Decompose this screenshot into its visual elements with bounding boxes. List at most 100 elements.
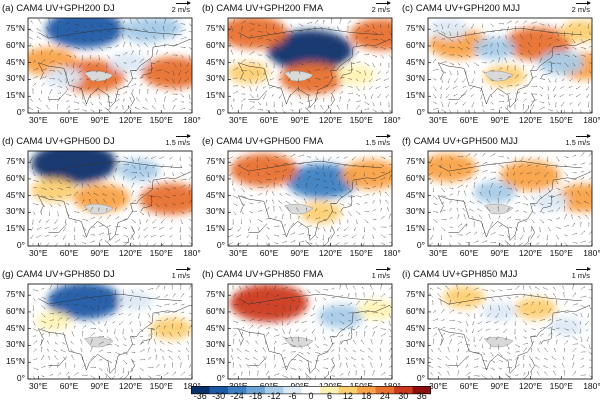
longitude-tick-label: 90°E xyxy=(85,248,115,258)
latitude-tick-label: 45°N xyxy=(201,57,225,67)
longitude-tick-label: 60°E xyxy=(454,115,484,125)
gph-anomaly-blob xyxy=(45,67,83,87)
latitude-tick-label: 15°N xyxy=(201,356,225,366)
map-plot xyxy=(0,135,196,259)
latitude-tick-label: 30°N xyxy=(1,206,25,216)
latitude-tick-label: 30°N xyxy=(401,206,425,216)
longitude-tick-label: 120°E xyxy=(516,381,546,391)
longitude-tick-label: 60°E xyxy=(254,248,284,258)
latitude-tick-label: 0° xyxy=(401,107,425,117)
latitude-tick-label: 30°N xyxy=(401,73,425,83)
longitude-tick-label: 150°E xyxy=(546,115,576,125)
longitude-tick-label: 120°E xyxy=(116,248,146,258)
longitude-tick-label: 150°E xyxy=(146,381,176,391)
latitude-tick-label: 45°N xyxy=(201,190,225,200)
latitude-tick-label: 15°N xyxy=(401,356,425,366)
gph-anomaly-blob xyxy=(230,284,308,322)
latitude-tick-label: 60°N xyxy=(201,40,225,50)
latitude-tick-label: 75°N xyxy=(201,289,225,299)
latitude-tick-label: 15°N xyxy=(1,223,25,233)
latitude-tick-label: 60°N xyxy=(201,306,225,316)
gph-anomaly-blob xyxy=(538,51,584,75)
latitude-tick-label: 45°N xyxy=(401,190,425,200)
map-plot xyxy=(400,268,596,392)
gph-anomaly-blob xyxy=(318,305,364,329)
longitude-tick-label: 150°E xyxy=(546,381,576,391)
gph-anomaly-blob xyxy=(429,19,467,39)
longitude-tick-label: 180° xyxy=(577,381,600,391)
latitude-tick-label: 75°N xyxy=(401,289,425,299)
latitude-tick-label: 15°N xyxy=(1,90,25,100)
latitude-tick-label: 0° xyxy=(1,373,25,383)
map-plot xyxy=(400,135,596,259)
latitude-tick-label: 45°N xyxy=(1,57,25,67)
gph-anomaly-blob xyxy=(534,192,569,211)
longitude-tick-label: 120°E xyxy=(316,115,346,125)
longitude-tick-label: 150°E xyxy=(146,248,176,258)
map-plot xyxy=(200,135,396,259)
latitude-tick-label: 75°N xyxy=(201,23,225,33)
longitude-tick-label: 60°E xyxy=(254,115,284,125)
longitude-tick-label: 90°E xyxy=(285,115,315,125)
gph-anomaly-blob xyxy=(109,53,147,73)
longitude-tick-label: 30°E xyxy=(223,115,253,125)
longitude-tick-label: 30°E xyxy=(23,381,53,391)
latitude-tick-label: 75°N xyxy=(1,156,25,166)
longitude-tick-label: 30°E xyxy=(23,115,53,125)
latitude-tick-label: 60°N xyxy=(1,306,25,316)
latitude-tick-label: 30°N xyxy=(201,73,225,83)
gph-anomaly-blob xyxy=(342,159,402,189)
latitude-tick-label: 75°N xyxy=(1,23,25,33)
map-plot xyxy=(400,2,596,126)
longitude-tick-label: 30°E xyxy=(223,248,253,258)
map-plot xyxy=(200,2,396,126)
gph-anomaly-blob xyxy=(474,37,516,59)
gph-anomaly-blob xyxy=(549,317,584,336)
longitude-tick-label: 30°E xyxy=(423,115,453,125)
map-plot xyxy=(0,2,196,126)
longitude-tick-label: 180° xyxy=(577,115,600,125)
latitude-tick-label: 15°N xyxy=(201,90,225,100)
latitude-tick-label: 45°N xyxy=(1,323,25,333)
gph-anomaly-blob xyxy=(32,143,117,184)
latitude-tick-label: 60°N xyxy=(1,173,25,183)
latitude-tick-label: 60°N xyxy=(401,306,425,316)
gph-anomaly-blob xyxy=(118,159,160,181)
longitude-tick-label: 90°E xyxy=(485,248,515,258)
longitude-tick-label: 120°E xyxy=(116,381,146,391)
latitude-tick-label: 60°N xyxy=(401,40,425,50)
latitude-tick-label: 15°N xyxy=(1,356,25,366)
latitude-tick-label: 45°N xyxy=(201,323,225,333)
longitude-tick-label: 30°E xyxy=(423,248,453,258)
longitude-tick-label: 150°E xyxy=(546,248,576,258)
latitude-tick-label: 60°N xyxy=(401,173,425,183)
latitude-tick-label: 0° xyxy=(201,373,225,383)
longitude-tick-label: 150°E xyxy=(146,115,176,125)
longitude-tick-label: 60°E xyxy=(454,248,484,258)
map-plot xyxy=(0,268,196,392)
latitude-tick-label: 60°N xyxy=(1,40,25,50)
longitude-tick-label: 60°E xyxy=(454,381,484,391)
gph-anomaly-blob xyxy=(482,303,517,322)
longitude-tick-label: 120°E xyxy=(516,115,546,125)
latitude-tick-label: 30°N xyxy=(401,339,425,349)
longitude-tick-label: 90°E xyxy=(85,115,115,125)
latitude-tick-label: 30°N xyxy=(1,339,25,349)
longitude-tick-label: 60°E xyxy=(54,248,84,258)
latitude-tick-label: 45°N xyxy=(401,323,425,333)
longitude-tick-label: 150°E xyxy=(346,115,376,125)
longitude-tick-label: 30°E xyxy=(23,248,53,258)
longitude-tick-label: 120°E xyxy=(316,248,346,258)
latitude-tick-label: 30°N xyxy=(1,73,25,83)
longitude-tick-label: 60°E xyxy=(54,115,84,125)
latitude-tick-label: 75°N xyxy=(401,23,425,33)
latitude-tick-label: 45°N xyxy=(1,190,25,200)
latitude-tick-label: 75°N xyxy=(401,156,425,166)
